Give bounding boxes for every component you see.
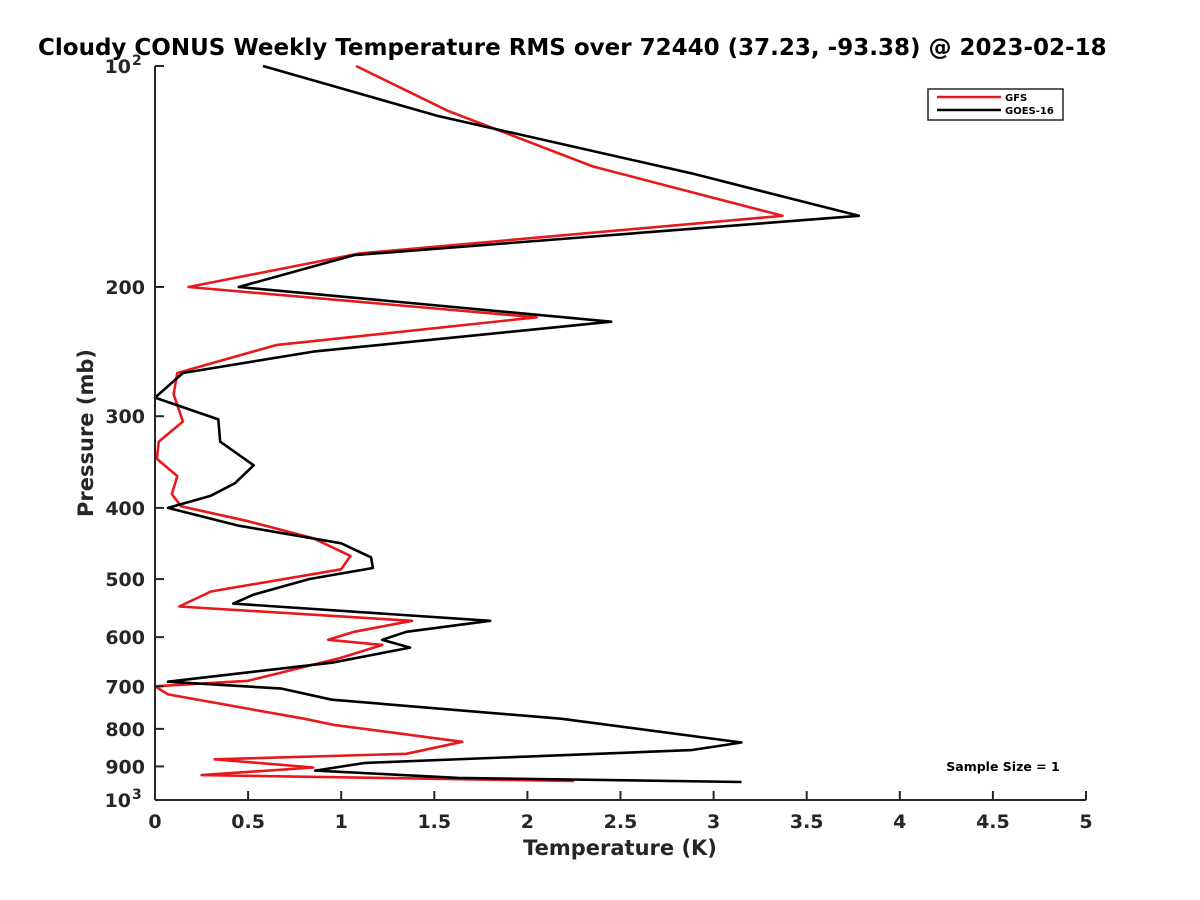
legend-label-goes-16: GOES-16 — [1005, 106, 1054, 117]
y-tick-label: 300 — [105, 406, 145, 428]
y-tick-label: 200 — [105, 277, 145, 299]
x-tick-label: 4.5 — [976, 811, 1010, 833]
x-tick-label: 1 — [335, 811, 348, 833]
chart-title: Cloudy CONUS Weekly Temperature RMS over… — [38, 35, 1107, 61]
sample-size-annotation: Sample Size = 1 — [946, 759, 1059, 774]
x-axis-label: Temperature (K) — [523, 836, 717, 860]
x-tick-label: 3.5 — [790, 811, 824, 833]
y-tick-label: 10 — [105, 56, 131, 78]
legend-label-gfs: GFS — [1005, 93, 1027, 104]
y-tick-label: 10 — [105, 790, 131, 812]
y-tick-label: 800 — [105, 719, 145, 741]
x-tick-label: 1.5 — [417, 811, 451, 833]
x-tick-label: 2.5 — [604, 811, 638, 833]
series-line-gfs — [153, 64, 784, 783]
ticks-layer: 0 0.5 1 1.5 2 2.5 3 3.5 4 4.5 510 22003004005006007… — [105, 53, 1093, 833]
y-tick-label: 900 — [105, 756, 145, 778]
legend-box — [927, 88, 1064, 121]
series-line-goes-16 — [153, 64, 861, 784]
x-tick-label: 2 — [521, 811, 534, 833]
y-tick-label: 600 — [105, 627, 145, 649]
series-layer — [153, 64, 861, 784]
y-axis-label: Pressure (mb) — [74, 349, 98, 517]
y-tick-label: 700 — [105, 676, 145, 698]
legend: GFS GOES-16 — [927, 88, 1064, 121]
x-tick-label: 0 — [148, 811, 161, 833]
x-tick-label: 3 — [707, 811, 720, 833]
y-tick-label: 400 — [105, 498, 145, 520]
y-tick-exponent: 3 — [132, 787, 142, 803]
x-tick-label: 4 — [893, 811, 906, 833]
y-tick-exponent: 2 — [132, 53, 142, 69]
y-tick-label: 500 — [105, 569, 145, 591]
x-tick-label: 0.5 — [231, 811, 265, 833]
x-tick-label: 5 — [1079, 811, 1092, 833]
